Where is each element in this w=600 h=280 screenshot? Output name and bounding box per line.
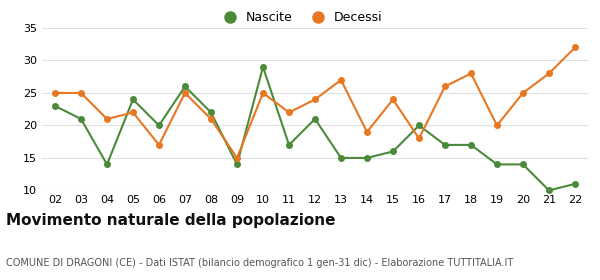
Text: Movimento naturale della popolazione: Movimento naturale della popolazione <box>6 213 335 228</box>
Text: COMUNE DI DRAGONI (CE) - Dati ISTAT (bilancio demografico 1 gen-31 dic) - Elabor: COMUNE DI DRAGONI (CE) - Dati ISTAT (bil… <box>6 258 513 268</box>
Legend: Nascite, Decessi: Nascite, Decessi <box>212 6 388 29</box>
